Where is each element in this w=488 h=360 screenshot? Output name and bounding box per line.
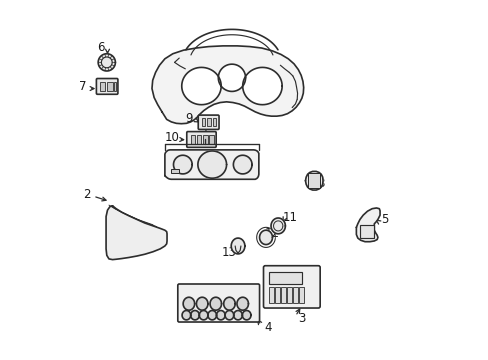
Bar [359,225,373,238]
Polygon shape [218,64,245,91]
Bar [196,135,201,144]
Polygon shape [233,311,242,320]
Polygon shape [164,150,258,179]
Bar [208,135,213,144]
FancyBboxPatch shape [198,115,219,130]
Text: 6: 6 [97,41,104,54]
Polygon shape [242,67,282,105]
Polygon shape [182,67,221,105]
Polygon shape [98,54,115,71]
Text: 5: 5 [380,213,387,226]
Text: 8: 8 [316,177,324,190]
Polygon shape [106,206,167,260]
Bar [299,287,304,303]
Bar [114,82,116,91]
Bar [202,118,205,126]
Text: 10: 10 [164,131,179,144]
FancyBboxPatch shape [186,132,216,147]
Polygon shape [152,46,303,124]
Bar [268,272,301,284]
Bar [203,135,207,144]
Polygon shape [210,297,221,310]
Bar [171,168,178,173]
Polygon shape [199,311,207,320]
Bar [293,287,298,303]
Polygon shape [196,297,207,310]
Text: 7: 7 [79,80,86,93]
Polygon shape [190,311,199,320]
Polygon shape [356,208,379,242]
Bar [100,82,105,91]
Polygon shape [173,155,192,174]
Text: 11: 11 [283,211,297,224]
Bar [307,173,320,188]
Text: 2: 2 [83,188,90,201]
Text: 13: 13 [222,246,236,259]
Text: 3: 3 [298,311,305,325]
Text: 12: 12 [264,226,280,239]
Polygon shape [237,297,248,310]
Polygon shape [270,218,285,234]
Bar [281,287,285,303]
Bar [268,287,273,303]
Polygon shape [231,238,244,254]
FancyBboxPatch shape [178,284,259,322]
FancyBboxPatch shape [263,266,320,308]
FancyBboxPatch shape [96,78,118,94]
Polygon shape [183,297,194,310]
Bar [207,118,210,126]
Bar [190,135,195,144]
Polygon shape [198,151,226,178]
Polygon shape [259,230,272,244]
Polygon shape [207,311,216,320]
Polygon shape [233,155,251,174]
Text: 1: 1 [201,127,208,140]
Polygon shape [242,311,250,320]
Text: 9: 9 [185,112,192,125]
Polygon shape [224,311,233,320]
Bar [212,118,216,126]
Polygon shape [216,311,224,320]
Polygon shape [305,171,323,190]
Bar [286,287,292,303]
Text: 4: 4 [264,320,271,333]
Polygon shape [182,311,190,320]
Bar [274,287,280,303]
Bar [106,82,112,91]
Polygon shape [223,297,235,310]
